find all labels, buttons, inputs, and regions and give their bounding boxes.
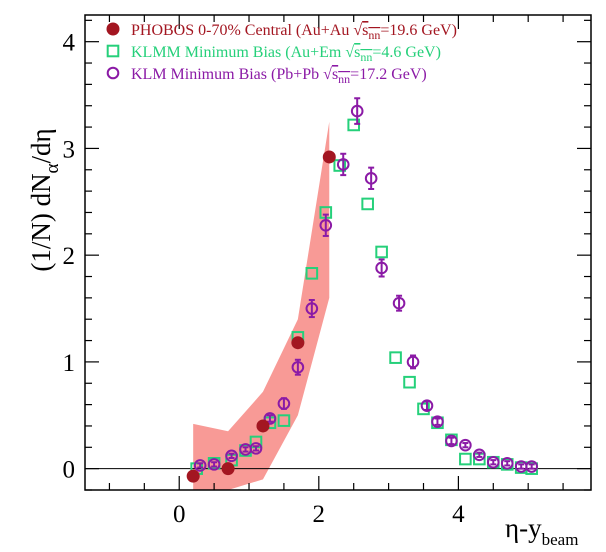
axis-ticks: 0 2 4 0 1 2 3 4 bbox=[63, 15, 591, 528]
open-circle-point bbox=[263, 412, 277, 425]
open-circle-point bbox=[193, 459, 207, 472]
legend-label-subscript: nn bbox=[338, 72, 350, 86]
open-circle-point bbox=[249, 442, 263, 455]
legend-label-sqrt: √ bbox=[353, 22, 362, 39]
open-circle-point bbox=[364, 172, 378, 185]
filled-circle-point bbox=[221, 462, 235, 476]
y-axis-label: (1/N) dNα/dη bbox=[26, 128, 63, 271]
open-circle-point bbox=[336, 158, 350, 171]
open-circle-point bbox=[392, 296, 406, 310]
open-circle-point bbox=[225, 449, 238, 463]
open-circle-point bbox=[445, 434, 458, 448]
legend-label-s: s bbox=[362, 22, 368, 39]
x-tick-label: 4 bbox=[452, 501, 465, 528]
open-square-point bbox=[375, 245, 388, 259]
open-square-point bbox=[347, 118, 361, 132]
legend-label-text: KLM Minimum Bias (Pb+Pb bbox=[131, 66, 323, 83]
legend-entry: KLM Minimum Bias (Pb+Pb √snn=17.2 GeV) bbox=[106, 66, 427, 86]
open-circle-point bbox=[207, 458, 221, 471]
legend: PHOBOS 0-70% Central (Au+Au √snn=19.6 Ge… bbox=[106, 22, 457, 86]
open-circle-point bbox=[319, 218, 333, 232]
legend-label-sqrt: √ bbox=[323, 66, 332, 83]
open-square-point bbox=[403, 375, 416, 389]
legend-label-sqrt: √ bbox=[345, 44, 354, 61]
legend-label-text: PHOBOS 0-70% Central (Au+Au bbox=[131, 22, 353, 39]
open-circle-point bbox=[420, 399, 434, 412]
open-circle-point bbox=[431, 415, 444, 428]
y-tick-label: 0 bbox=[63, 457, 76, 484]
legend-label-energy: =17.2 GeV) bbox=[350, 66, 427, 83]
open-square-point bbox=[361, 197, 374, 211]
open-circle-point bbox=[277, 397, 291, 410]
legend-label-s: s bbox=[332, 66, 338, 83]
open-circle-point bbox=[406, 355, 420, 369]
legend-marker bbox=[106, 66, 120, 80]
open-square-point bbox=[459, 452, 472, 466]
legend-label: KLM Minimum Bias (Pb+Pb √snn=17.2 GeV) bbox=[131, 66, 427, 86]
open-square-point bbox=[277, 414, 291, 427]
open-square-point bbox=[389, 351, 402, 364]
legend-entry: PHOBOS 0-70% Central (Au+Au √snn=19.6 Ge… bbox=[106, 22, 457, 42]
x-axis-label-main: η-y bbox=[505, 513, 542, 543]
legend-label-s: s bbox=[354, 44, 360, 61]
filled-circle-point bbox=[322, 150, 336, 164]
open-circle-point bbox=[500, 457, 514, 470]
x-tick-label: 2 bbox=[313, 501, 326, 528]
y-tick-label: 1 bbox=[63, 350, 76, 377]
open-circle-point bbox=[486, 455, 500, 469]
filled-circle-point bbox=[186, 469, 200, 483]
legend-label-text: KLMM Minimum Bias (Au+Em bbox=[131, 44, 345, 61]
x-tick-label: 0 bbox=[173, 501, 186, 528]
open-circle-point bbox=[459, 438, 472, 452]
open-circle-point bbox=[350, 104, 364, 118]
open-circle-point bbox=[305, 302, 319, 315]
x-axis-label: η-ybeam bbox=[505, 513, 578, 549]
legend-label: PHOBOS 0-70% Central (Au+Au √snn=19.6 Ge… bbox=[131, 22, 457, 42]
filled-circle-point bbox=[256, 419, 270, 433]
y-tick-label: 4 bbox=[63, 30, 76, 57]
data-markers bbox=[186, 97, 538, 483]
open-circle-point bbox=[525, 460, 538, 473]
filled-circle-point bbox=[291, 336, 305, 350]
open-circle-point bbox=[473, 448, 486, 462]
y-axis-label-main: (1/N) dN bbox=[26, 173, 56, 271]
legend-marker bbox=[106, 22, 120, 36]
open-circle-point bbox=[291, 360, 305, 374]
legend-label-subscript: nn bbox=[360, 50, 372, 64]
legend-label-energy: =4.6 GeV) bbox=[372, 44, 441, 61]
x-axis-label-subscript: beam bbox=[542, 530, 579, 549]
plot-frame bbox=[84, 14, 592, 491]
legend-marker bbox=[106, 44, 120, 58]
y-tick-label: 2 bbox=[63, 243, 76, 270]
y-axis-label-subscript: α bbox=[42, 163, 63, 173]
legend-entry: KLMM Minimum Bias (Au+Em √snn=4.6 GeV) bbox=[106, 44, 441, 64]
open-square-point bbox=[305, 267, 319, 280]
y-axis-label-tail: /dη bbox=[26, 128, 56, 163]
error-band-layer bbox=[193, 121, 330, 490]
y-tick-label: 3 bbox=[63, 136, 76, 163]
phobos-systematic-band bbox=[193, 121, 330, 490]
legend-label-subscript: nn bbox=[368, 28, 380, 42]
legend-label-energy: =19.6 GeV) bbox=[380, 22, 457, 39]
legend-label: KLMM Minimum Bias (Au+Em √snn=4.6 GeV) bbox=[131, 44, 441, 64]
open-square-point bbox=[417, 402, 430, 416]
open-circle-point bbox=[375, 261, 388, 275]
